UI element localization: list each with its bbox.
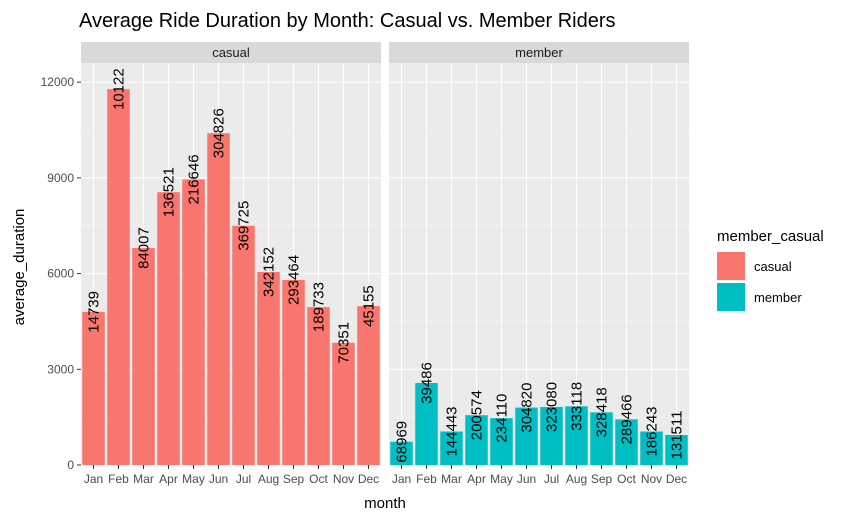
data-label: 304820	[519, 383, 536, 433]
data-label: 144443	[444, 406, 461, 456]
x-tick-label: Feb	[416, 472, 437, 486]
facet-casual: casual 14739 10122 84007 136521 216646 304826 3…	[81, 42, 381, 486]
y-tick-label: 3000	[47, 362, 74, 376]
data-label: 84007	[136, 227, 153, 269]
bar-casual-may	[182, 179, 205, 465]
x-tick-label: Aug	[258, 472, 279, 486]
bar-member-aug	[565, 406, 588, 465]
x-tick-label: Apr	[467, 472, 486, 486]
x-tick-label: Sep	[591, 472, 613, 486]
x-tick-label: Nov	[641, 472, 662, 486]
bar-casual-apr	[157, 192, 180, 465]
x-tick-label: Jun	[209, 472, 228, 486]
data-label: 45155	[361, 285, 378, 327]
data-label: 14739	[86, 291, 103, 333]
bar-member-mar	[440, 431, 463, 465]
x-tick-label: Oct	[617, 472, 636, 486]
data-label: 323080	[544, 382, 561, 432]
data-label: 216646	[186, 154, 203, 204]
facet-panels: casual 14739 10122 84007 136521 216646 304826 3…	[81, 42, 689, 486]
data-label: 189733	[311, 282, 328, 332]
x-tick-label: Dec	[358, 472, 379, 486]
data-label: 186243	[644, 406, 661, 456]
bar-member-nov	[640, 431, 663, 465]
legend-key-casual	[717, 252, 745, 280]
bar-member-dec	[665, 435, 688, 465]
x-axis-title: month	[364, 495, 406, 512]
bar-member-jul	[540, 406, 563, 465]
x-tick-label: Dec	[666, 472, 687, 486]
legend-label-member: member	[754, 290, 802, 305]
data-label: 200574	[469, 390, 486, 440]
facet-strip-label: member	[515, 45, 563, 60]
x-tick-label: May	[490, 472, 513, 486]
y-tick-label: 0	[67, 458, 74, 472]
data-label: 234110	[494, 394, 511, 443]
data-label: 68969	[394, 421, 411, 463]
y-tick-label: 9000	[47, 171, 74, 185]
facet-strip-label: casual	[212, 45, 250, 60]
bar-casual-oct	[307, 307, 330, 465]
x-tick-label: Jul	[236, 472, 251, 486]
x-tick-label: Oct	[309, 472, 328, 486]
x-tick-label: Aug	[566, 472, 587, 486]
bar-casual-nov	[332, 342, 355, 465]
x-tick-label: Jan	[84, 472, 103, 486]
chart-title: Average Ride Duration by Month: Casual v…	[79, 10, 616, 32]
facet-strip-member	[389, 42, 689, 63]
data-label: 333118	[569, 382, 586, 431]
bar-casual-jul	[232, 225, 255, 465]
data-label: 369725	[236, 201, 253, 251]
data-label: 293464	[286, 255, 303, 305]
y-axis: 0 3000 6000 9000 12000	[41, 75, 81, 472]
x-tick-label: Jul	[544, 472, 559, 486]
y-axis-title: average_duration	[11, 209, 28, 326]
bar-member-may	[490, 418, 513, 465]
data-label: 304826	[211, 108, 228, 158]
x-tick-label: Mar	[441, 472, 462, 486]
x-tick-label: Nov	[333, 472, 354, 486]
bar-casual-mar	[132, 248, 155, 465]
bar-casual-aug	[257, 271, 280, 465]
bar-member-jan	[390, 441, 413, 465]
x-tick-label: Jan	[392, 472, 411, 486]
x-tick-label: Sep	[283, 472, 305, 486]
bar-member-jun	[515, 407, 538, 465]
x-tick-label: Feb	[108, 472, 129, 486]
data-label: 10122	[111, 68, 128, 110]
bar-casual-dec	[357, 306, 380, 465]
legend-title: member_casual	[717, 228, 824, 245]
data-label: 131511	[669, 411, 686, 460]
x-tick-label: Jun	[517, 472, 536, 486]
bar-member-sep	[590, 412, 613, 465]
legend-label-casual: casual	[754, 259, 792, 274]
data-label: 289466	[619, 394, 636, 444]
data-label: 328418	[594, 387, 611, 437]
x-tick-label: Apr	[159, 472, 178, 486]
bar-member-oct	[615, 419, 638, 465]
bar-casual-jan	[82, 311, 105, 465]
y-tick-label: 12000	[41, 75, 75, 89]
data-label: 136521	[161, 167, 178, 217]
data-label: 70351	[336, 322, 353, 364]
bar-casual-sep	[282, 279, 305, 465]
legend: member_casual casual member	[717, 228, 824, 311]
x-tick-label: May	[182, 472, 205, 486]
bar-casual-feb	[107, 89, 130, 466]
facet-member: member 68969 39486 144443 200574 234110 304820…	[389, 42, 689, 486]
bar-casual-jun	[207, 133, 230, 465]
facet-strip-casual	[81, 42, 381, 63]
x-tick-label: Mar	[133, 472, 154, 486]
data-label: 342152	[261, 247, 278, 297]
bar-member-apr	[465, 415, 488, 465]
data-label: 39486	[419, 362, 436, 404]
bar-member-feb	[415, 383, 438, 465]
legend-key-member	[717, 283, 745, 311]
y-tick-label: 6000	[47, 267, 74, 281]
